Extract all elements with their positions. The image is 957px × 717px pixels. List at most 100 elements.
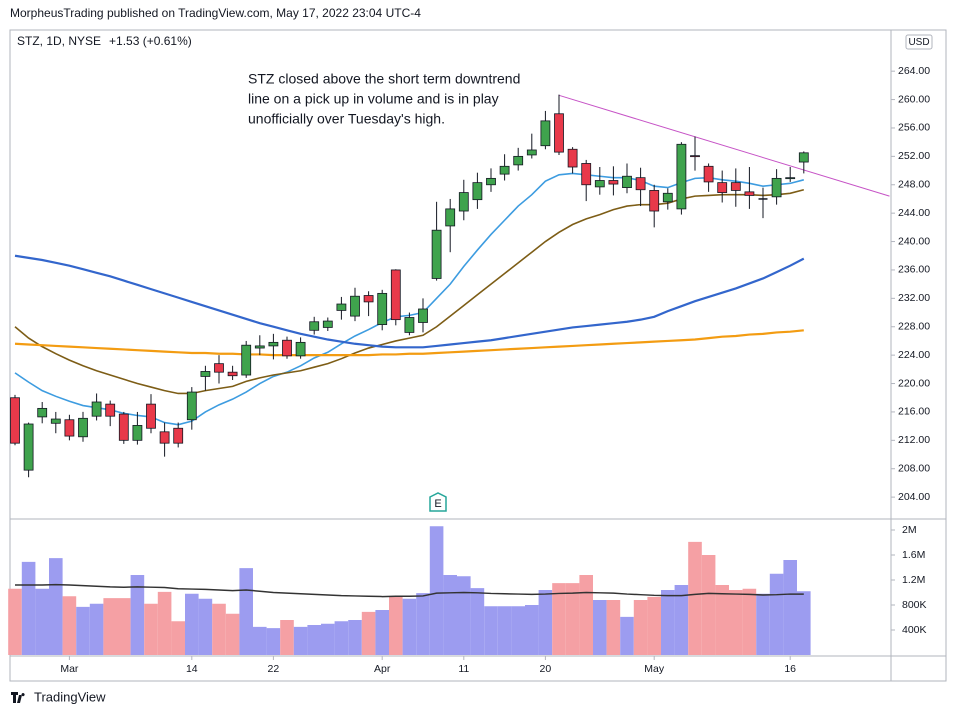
candle-body [730, 182, 741, 191]
candle-body [703, 165, 714, 183]
x-tick-label: Apr [374, 663, 391, 675]
candle-body [472, 182, 483, 201]
volume-bar [76, 606, 90, 655]
volume-bar [797, 591, 811, 655]
y-tick-label: 216.00 [898, 406, 930, 418]
candle-body [309, 321, 320, 331]
candle-body [649, 190, 660, 212]
y-tick-label: 228.00 [898, 321, 930, 333]
publish-header: MorpheusTrading published on TradingView… [10, 6, 421, 20]
volume-bar [266, 628, 281, 655]
x-tick-label: 20 [540, 663, 552, 675]
annotation-line: line on a pick up in volume and is in pl… [248, 91, 499, 107]
volume-bar [185, 593, 199, 655]
currency[interactable]: USD [908, 37, 929, 48]
y-tick-label: 212.00 [898, 434, 930, 446]
volume-bar [253, 626, 267, 655]
volume-bar [593, 600, 607, 655]
candle-body [717, 182, 728, 193]
candle-body [581, 163, 592, 186]
volume-tick-label: 800K [902, 599, 927, 611]
volume-bar [688, 541, 702, 655]
candle-body [254, 345, 265, 349]
volume-ma-line [15, 583, 804, 598]
candle-body [635, 177, 646, 191]
y-tick-label: 232.00 [898, 292, 930, 304]
volume-bar [212, 603, 226, 655]
x-tick-label: 11 [458, 663, 469, 675]
volume-bar [157, 591, 172, 655]
candle-body [540, 120, 551, 147]
moving-average-line [14, 254, 805, 349]
candle-body [105, 403, 116, 417]
volume-bar [35, 588, 49, 655]
candle-body [526, 149, 537, 156]
volume-bar [701, 555, 716, 655]
volume-bar [742, 588, 757, 655]
candle-body [37, 407, 48, 418]
volume-bar [416, 593, 430, 655]
earnings-badge[interactable] [429, 492, 447, 512]
candle-body [132, 425, 143, 441]
volume-bar [633, 600, 648, 655]
candle-body [554, 113, 564, 153]
volume-bar [470, 588, 485, 655]
candle-body [744, 191, 755, 196]
candle-body [173, 427, 184, 444]
y-tick-label: 224.00 [898, 349, 930, 361]
volume-bar [280, 620, 294, 655]
volume-bar [62, 596, 77, 655]
candle-body [676, 143, 687, 210]
volume-bar [144, 603, 158, 655]
candle-body [118, 413, 129, 441]
volume-bar [674, 585, 689, 655]
volume-bar [334, 621, 349, 655]
candle-body [771, 177, 782, 198]
volume-bar [239, 568, 253, 655]
volume-bar [647, 596, 661, 655]
volume-bar [8, 588, 22, 655]
candle-body [513, 155, 524, 166]
y-tick-label: 260.00 [898, 93, 930, 105]
candle-body [458, 192, 469, 212]
volume-bar [307, 625, 321, 655]
volume-bar [361, 611, 376, 655]
currency-box[interactable] [905, 34, 933, 50]
volume-bar [620, 616, 634, 655]
candle-body [241, 344, 252, 376]
candle-body [78, 417, 88, 438]
volume-bar [606, 600, 621, 655]
y-tick-label: 220.00 [898, 377, 930, 389]
y-tick-label: 248.00 [898, 179, 930, 191]
volume-bar [729, 590, 743, 655]
candle-body [91, 401, 102, 417]
earnings-label[interactable]: E [434, 498, 441, 510]
candle-body [377, 292, 388, 326]
candle-body [336, 303, 347, 311]
volume-bar [321, 623, 335, 655]
candle-body [798, 152, 809, 163]
volume-tick-label: 1.2M [902, 574, 925, 586]
candle-body [350, 295, 360, 317]
volume-bar [117, 598, 131, 655]
volume-bar [715, 585, 729, 655]
earnings-marker[interactable]: E [429, 492, 447, 512]
y-tick-label: 236.00 [898, 264, 930, 276]
y-tick-label: 204.00 [898, 491, 930, 503]
volume-bar [375, 610, 389, 655]
candle-body [363, 295, 374, 303]
candle-body [64, 419, 75, 437]
y-tick-label: 208.00 [898, 463, 930, 475]
candle-body [227, 371, 238, 377]
candle-body [594, 180, 605, 188]
volume-tick-label: 1.6M [902, 549, 925, 561]
candle-body [322, 320, 333, 328]
x-tick-label: May [644, 663, 665, 675]
logo-icon [11, 692, 25, 703]
moving-average-line [14, 188, 805, 395]
symbol-info: STZ, 1D, NYSE [17, 34, 101, 48]
candle-body [785, 177, 796, 180]
annotation-line: STZ closed above the short term downtren… [248, 71, 520, 87]
y-tick-label: 244.00 [898, 207, 930, 219]
